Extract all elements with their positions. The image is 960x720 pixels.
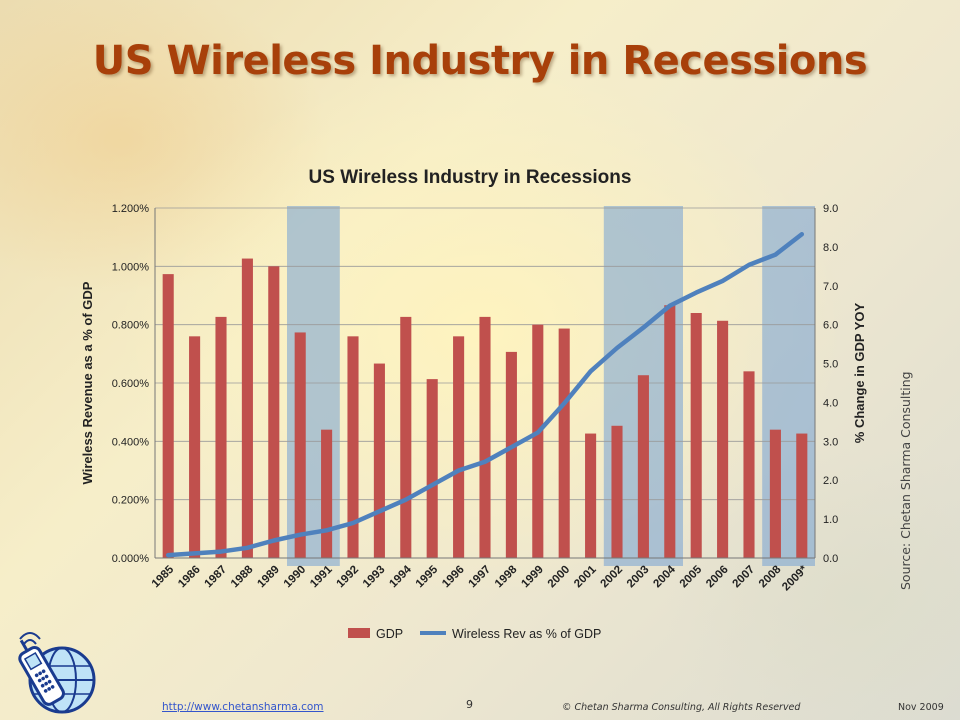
y-right-tick-label: 5.0	[823, 359, 838, 371]
y-right-tick-label: 3.0	[823, 436, 838, 448]
x-tick-label: 1987	[203, 564, 230, 591]
footer-date: Nov 2009	[898, 702, 944, 713]
x-tick-label: 2004	[651, 563, 678, 590]
gdp-bar	[664, 305, 676, 558]
gdp-bar	[347, 336, 359, 558]
gdp-bar	[769, 429, 781, 558]
x-tick-label: 1992	[335, 564, 362, 591]
gdp-bar	[215, 316, 227, 558]
satellite-phone-globe-icon	[18, 632, 96, 714]
y-left-tick-label: 1.200%	[112, 203, 150, 215]
gdp-bar	[532, 324, 544, 558]
legend-gdp-swatch	[348, 628, 370, 638]
y-left-tick-label: 0.000%	[112, 553, 150, 565]
gdp-bar	[294, 332, 306, 558]
footer-website-link[interactable]: http://www.chetansharma.com	[162, 701, 324, 713]
wireless-rev-line	[165, 232, 805, 558]
legend-gdp-label: GDP	[376, 627, 403, 641]
x-tick-label: 1995	[414, 563, 441, 590]
x-tick-label: 1993	[361, 564, 388, 591]
x-tick-label: 2003	[625, 564, 652, 591]
gdp-bar	[426, 379, 438, 558]
gdp-bar	[558, 328, 570, 558]
y-right-axis-title: % Change in GDP YOY	[852, 302, 867, 443]
x-tick-label: 2002	[599, 564, 626, 591]
gdp-bar	[611, 425, 623, 558]
x-tick-label: 1999	[519, 564, 546, 591]
x-tick-label: 1985	[150, 563, 177, 590]
x-tick-label: 1996	[440, 564, 467, 591]
x-tick-label: 1998	[493, 563, 520, 590]
copyright-text: © Chetan Sharma Consulting, All Rights R…	[562, 702, 801, 713]
gdp-bar	[400, 316, 412, 558]
y-right-tick-label: 0.0	[823, 553, 838, 565]
x-tick-label: 1994	[387, 563, 414, 590]
slide-title: US Wireless Industry in Recessions	[92, 38, 868, 84]
y-right-tick-label: 6.0	[823, 320, 838, 332]
y-left-tick-label: 0.800%	[112, 320, 150, 332]
y-left-tick-label: 0.200%	[112, 495, 150, 507]
gdp-bar	[796, 433, 808, 558]
legend-wireless-label: Wireless Rev as % of GDP	[452, 627, 601, 641]
wireless-rev-series-line	[165, 232, 805, 558]
gdp-bar	[241, 258, 253, 558]
chart-title: US Wireless Industry in Recessions	[309, 167, 632, 188]
gdp-bar	[690, 313, 702, 558]
gdp-bars	[162, 258, 808, 558]
gdp-bar	[162, 274, 174, 558]
gdp-bar	[743, 371, 755, 558]
x-tick-label: 1989	[255, 564, 282, 591]
x-tick-label: 2009*	[780, 563, 810, 593]
x-tick-label: 1990	[282, 564, 309, 591]
y-right-tick-label: 4.0	[823, 397, 838, 409]
y-left-tick-label: 0.400%	[112, 436, 150, 448]
y-right-tick-label: 1.0	[823, 514, 838, 526]
gdp-bar	[479, 316, 491, 558]
page-number: 9	[466, 698, 473, 711]
gdp-bar	[321, 429, 333, 558]
x-tick-label: 2005	[678, 563, 705, 590]
x-tick-label: 1988	[229, 563, 256, 590]
gdp-bar	[637, 375, 649, 558]
x-tick-label: 1997	[467, 564, 494, 591]
x-tick-label: 2007	[731, 564, 758, 591]
x-tick-label: 1986	[176, 564, 203, 591]
x-tick-label: 2001	[572, 563, 599, 590]
x-tick-label: 1991	[308, 563, 335, 590]
y-left-tick-label: 1.000%	[112, 261, 150, 273]
x-tick-label: 2008	[757, 563, 784, 590]
gdp-bar	[585, 433, 597, 558]
gdp-bar	[453, 336, 465, 558]
gdp-bar	[505, 351, 517, 558]
gdp-bar	[717, 320, 729, 558]
y-left-axis-title: Wireless Revenue as a % of GDP	[80, 281, 95, 484]
gdp-bar	[268, 266, 280, 558]
gdp-bar	[189, 336, 201, 558]
x-tick-label: 2000	[546, 564, 573, 591]
y-right-tick-label: 8.0	[823, 242, 838, 254]
x-tick-label: 2006	[704, 564, 731, 591]
gdp-bar	[373, 363, 385, 558]
y-right-tick-label: 2.0	[823, 475, 838, 487]
source-note: Source: Chetan Sharma Consulting	[898, 371, 913, 590]
recession-bands	[287, 206, 815, 566]
y-left-tick-label: 0.600%	[112, 378, 150, 390]
legend: GDP Wireless Rev as % of GDP	[348, 627, 601, 641]
y-right-tick-label: 7.0	[823, 281, 838, 293]
y-right-tick-label: 9.0	[823, 203, 838, 215]
